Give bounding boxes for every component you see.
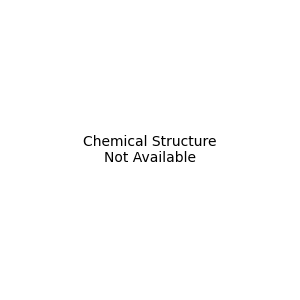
Text: Chemical Structure
Not Available: Chemical Structure Not Available [83, 135, 217, 165]
